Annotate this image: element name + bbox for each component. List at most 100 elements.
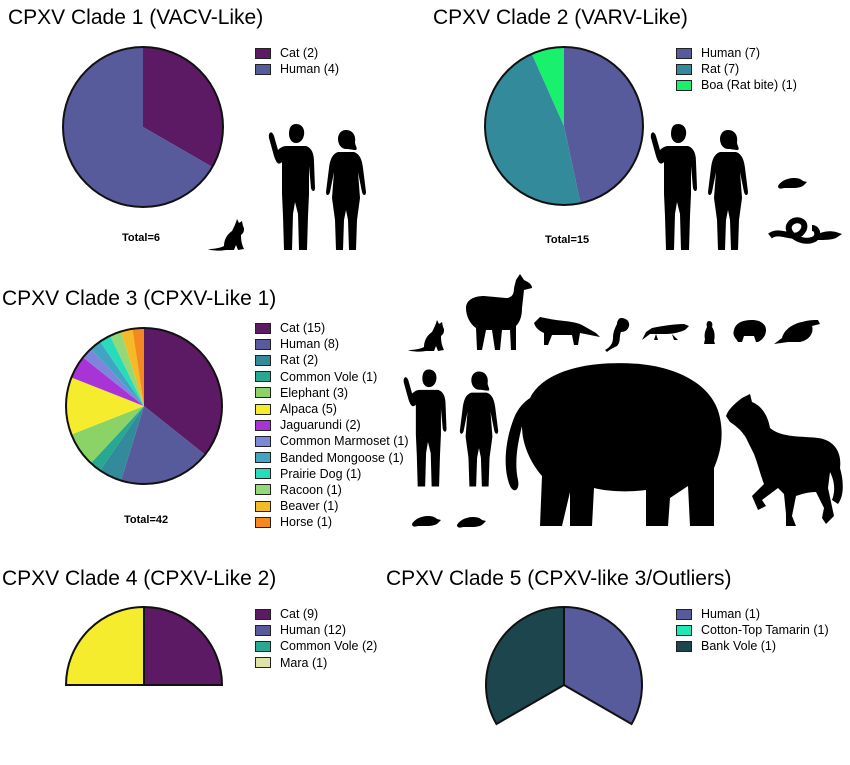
marmoset-silhouette-icon [605,318,630,352]
legend-label: Human (8) [280,337,340,352]
clade3-title: CPXV Clade 3 (CPXV-Like 1) [2,287,277,310]
legend-swatch [255,435,271,447]
horse-silhouette-icon [726,394,843,526]
legend-item-human: Human (12) [255,622,377,638]
mongoose-silhouette-icon [642,324,689,340]
legend-item-beaver: Beaver (1) [255,498,409,514]
legend-item-common-vole: Common Vole (2) [255,638,377,654]
legend-label: Banded Mongoose (1) [280,450,404,465]
legend-item-human: Human (7) [676,45,797,61]
legend-item-elephant: Elephant (3) [255,385,409,401]
legend-label: Cat (2) [280,46,319,60]
alpaca-silhouette-icon [466,274,532,350]
legend-item-horse: Horse (1) [255,514,409,530]
legend-label: Jaguarundi (2) [280,418,361,433]
pie-slice-beaver [121,328,144,406]
clade1-total: Total=6 [122,232,161,244]
pie-slice-elephant [71,406,144,464]
clade4-pie [64,605,224,686]
legend-item-cat: Cat (9) [255,606,377,622]
clade1-legend: Cat (2) Human (4) [255,45,339,77]
legend-label: Horse (1) [280,515,333,530]
legend-label: Elephant (3) [280,385,349,400]
pie-outline [65,327,223,485]
legend-item-racoon: Racoon (1) [255,482,409,498]
snake-silhouette-icon [768,217,842,244]
legend-item-human: Human (8) [255,336,409,352]
legend-label: Rat (2) [280,353,319,368]
human-female-silhouette-icon [326,130,366,250]
pie-outline [62,46,224,208]
legend-swatch [676,79,692,91]
rat-silhouette-icon [412,516,441,527]
legend-swatch [255,608,271,620]
pie-slice-common-marmoset [83,348,144,406]
human-female-silhouette-icon [459,371,499,487]
clade4-legend: Cat (9) Human (12) Common Vole (2) Mara (1) [255,606,377,671]
legend-label: Rat (7) [701,62,740,77]
legend-label: Racoon (1) [280,482,342,497]
clade4-title: CPXV Clade 4 (CPXV-Like 2) [2,567,277,590]
legend-swatch [255,500,271,512]
pie-slice-banded-mongoose [90,341,144,406]
legend-item-alpaca: Alpaca (5) [255,401,409,417]
rat-silhouette-icon [778,178,807,189]
clade3-pie [65,327,223,485]
legend-swatch [255,371,271,383]
legend-swatch [255,419,271,431]
human-male-silhouette-icon [403,369,447,487]
pie-slice-human [63,47,213,207]
prairie-dog-silhouette-icon [704,321,715,344]
legend-label: Cat (9) [280,607,319,621]
legend-item-human: Human (4) [255,61,339,77]
legend-item-human: Human (1) [676,606,829,622]
legend-swatch [676,63,692,75]
cat-silhouette-icon [208,219,245,251]
legend-swatch [255,624,271,636]
legend-swatch [255,338,271,350]
clade4-pie-visible [64,605,224,686]
legend-item-prairie-dog: Prairie Dog (1) [255,466,409,482]
legend-swatch [676,624,692,636]
pie-slice-human [121,406,205,484]
legend-item-common-vole: Common Vole (1) [255,369,409,385]
clade3-legend: Cat (15) Human (8) Rat (2) Common Vole (1) E… [255,320,409,530]
clade3-total: Total=42 [124,514,169,526]
pie-slice-cat [143,47,223,167]
legend-label: Common Vole (2) [280,639,378,654]
human-male-silhouette-icon [650,124,697,250]
pie-slice-rat [484,53,581,206]
legend-swatch [255,468,271,480]
legend-swatch [255,63,271,75]
pie-slice-common-vole [90,406,144,471]
legend-item-cat: Cat (2) [255,45,339,61]
pie-slice-yellow [64,605,145,686]
pie-slice-cat [143,605,224,686]
cat-silhouette-icon [408,320,445,352]
legend-item-mara: Mara (1) [255,655,377,671]
legend-label: Cat (15) [280,321,326,335]
clade1-pie [62,46,224,208]
legend-label: Beaver (1) [280,499,339,514]
pie-slice-alpaca [65,377,144,435]
legend-swatch [255,640,271,652]
legend-label: Boa (Rat bite) (1) [701,78,797,93]
legend-label: Mara (1) [280,655,328,670]
pie-slice-jaguarundi [71,357,144,406]
legend-label: Prairie Dog (1) [280,466,362,481]
legend-item-common-marmoset: Common Marmoset (1) [255,433,409,449]
human-female-silhouette-icon [708,130,748,250]
legend-swatch [255,452,271,464]
legend-label: Cotton-Top Tamarin (1) [701,623,829,638]
legend-label: Human (1) [701,607,761,621]
legend-item-boa: Boa (Rat bite) (1) [676,77,797,93]
pie-slice-human [563,605,643,726]
legend-label: Bank Vole (1) [701,639,777,654]
beaver-silhouette-icon [774,320,820,344]
legend-swatch [255,354,271,366]
human-male-silhouette-icon [268,124,315,250]
clade5-legend: Human (1) Cotton-Top Tamarin (1) Bank Vole… [676,606,829,655]
legend-swatch [255,484,271,496]
jaguarundi-silhouette-icon [534,317,600,345]
clade5-pie [485,605,643,726]
